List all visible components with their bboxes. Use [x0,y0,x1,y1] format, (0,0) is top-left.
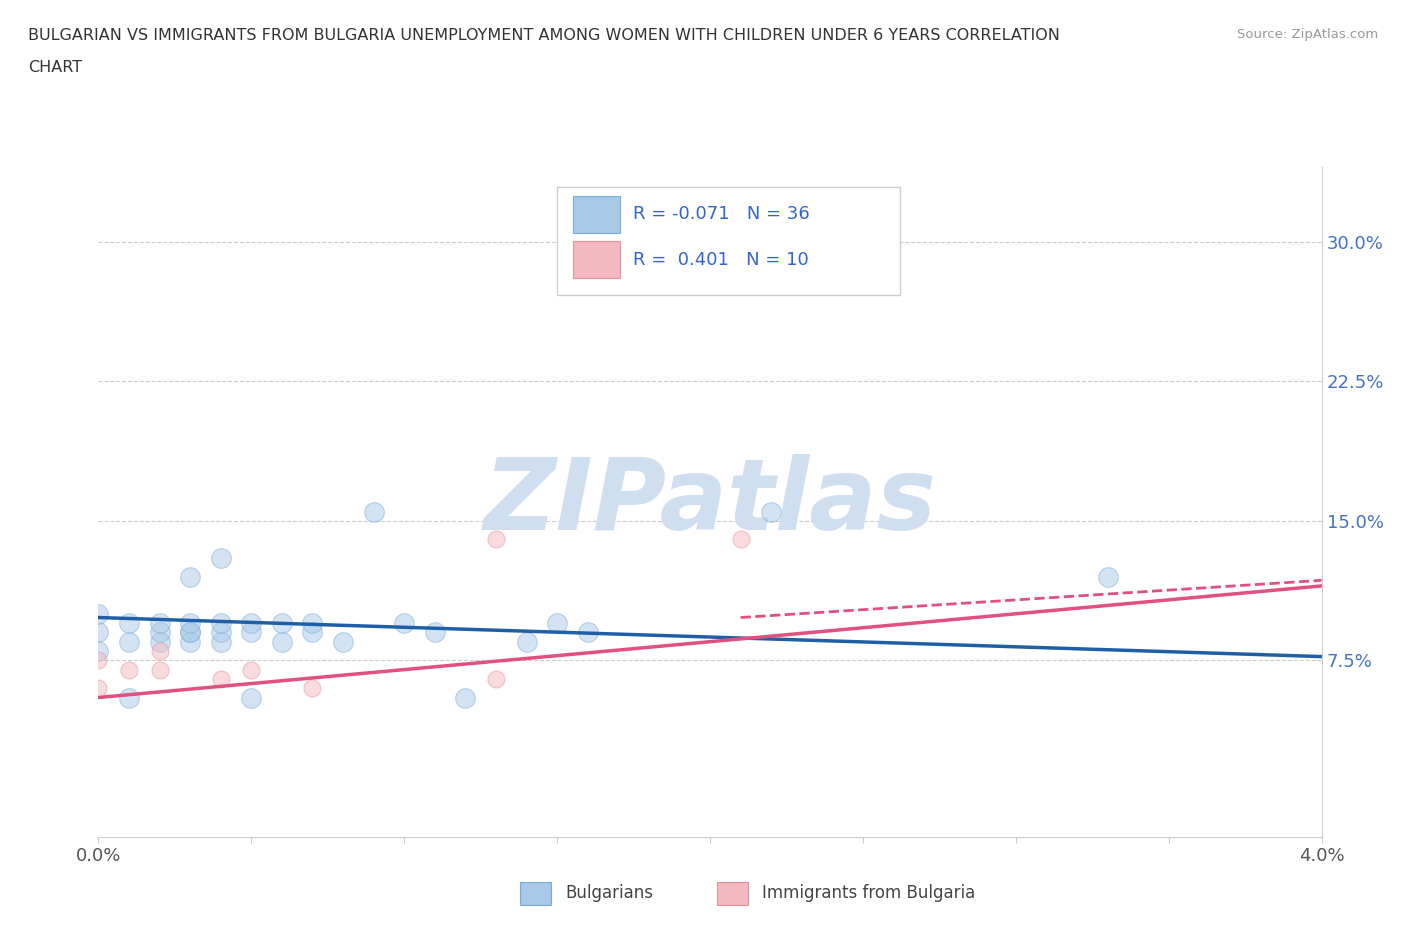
Point [485,532,508,547]
Text: Immigrants from Bulgaria: Immigrants from Bulgaria [762,884,976,902]
Point [149,625,172,640]
Point [240,625,263,640]
Point [730,532,752,547]
Text: ZIPatlas: ZIPatlas [484,454,936,551]
Point [546,616,568,631]
Text: CHART: CHART [28,60,82,75]
Point [209,625,232,640]
Point [270,616,294,631]
Point [454,690,477,705]
Point [240,662,263,677]
Point [485,671,508,686]
Point [209,616,232,631]
Point [149,644,172,658]
Point [332,634,354,649]
Text: Bulgarians: Bulgarians [565,884,654,902]
Point [240,690,263,705]
Point [179,616,201,631]
FancyBboxPatch shape [574,241,620,278]
Text: R =  0.401   N = 10: R = 0.401 N = 10 [633,251,808,269]
Point [118,690,141,705]
Point [87,606,110,621]
Point [149,616,172,631]
Point [179,625,201,640]
Point [87,653,110,668]
Point [118,662,141,677]
Point [668,253,690,268]
Text: BULGARIAN VS IMMIGRANTS FROM BULGARIA UNEMPLOYMENT AMONG WOMEN WITH CHILDREN UND: BULGARIAN VS IMMIGRANTS FROM BULGARIA UN… [28,28,1060,43]
Point [87,644,110,658]
Point [118,616,141,631]
Point [149,634,172,649]
FancyBboxPatch shape [574,196,620,233]
Point [301,681,323,696]
Point [759,504,782,519]
Text: R = -0.071   N = 36: R = -0.071 N = 36 [633,206,810,223]
Point [576,625,599,640]
Point [240,616,263,631]
Point [149,662,172,677]
Point [516,634,538,649]
Point [270,634,294,649]
Point [363,504,385,519]
Point [87,681,110,696]
Point [179,634,201,649]
Point [423,625,446,640]
Point [118,634,141,649]
Point [301,625,323,640]
Text: Source: ZipAtlas.com: Source: ZipAtlas.com [1237,28,1378,41]
Point [301,616,323,631]
Point [1097,569,1119,584]
Point [179,625,201,640]
Point [209,551,232,565]
Point [87,625,110,640]
Point [179,569,201,584]
Point [209,671,232,686]
Y-axis label: Unemployment Among Women with Children Under 6 years: Unemployment Among Women with Children U… [0,273,7,731]
FancyBboxPatch shape [557,188,900,295]
Point [392,616,416,631]
Point [209,634,232,649]
